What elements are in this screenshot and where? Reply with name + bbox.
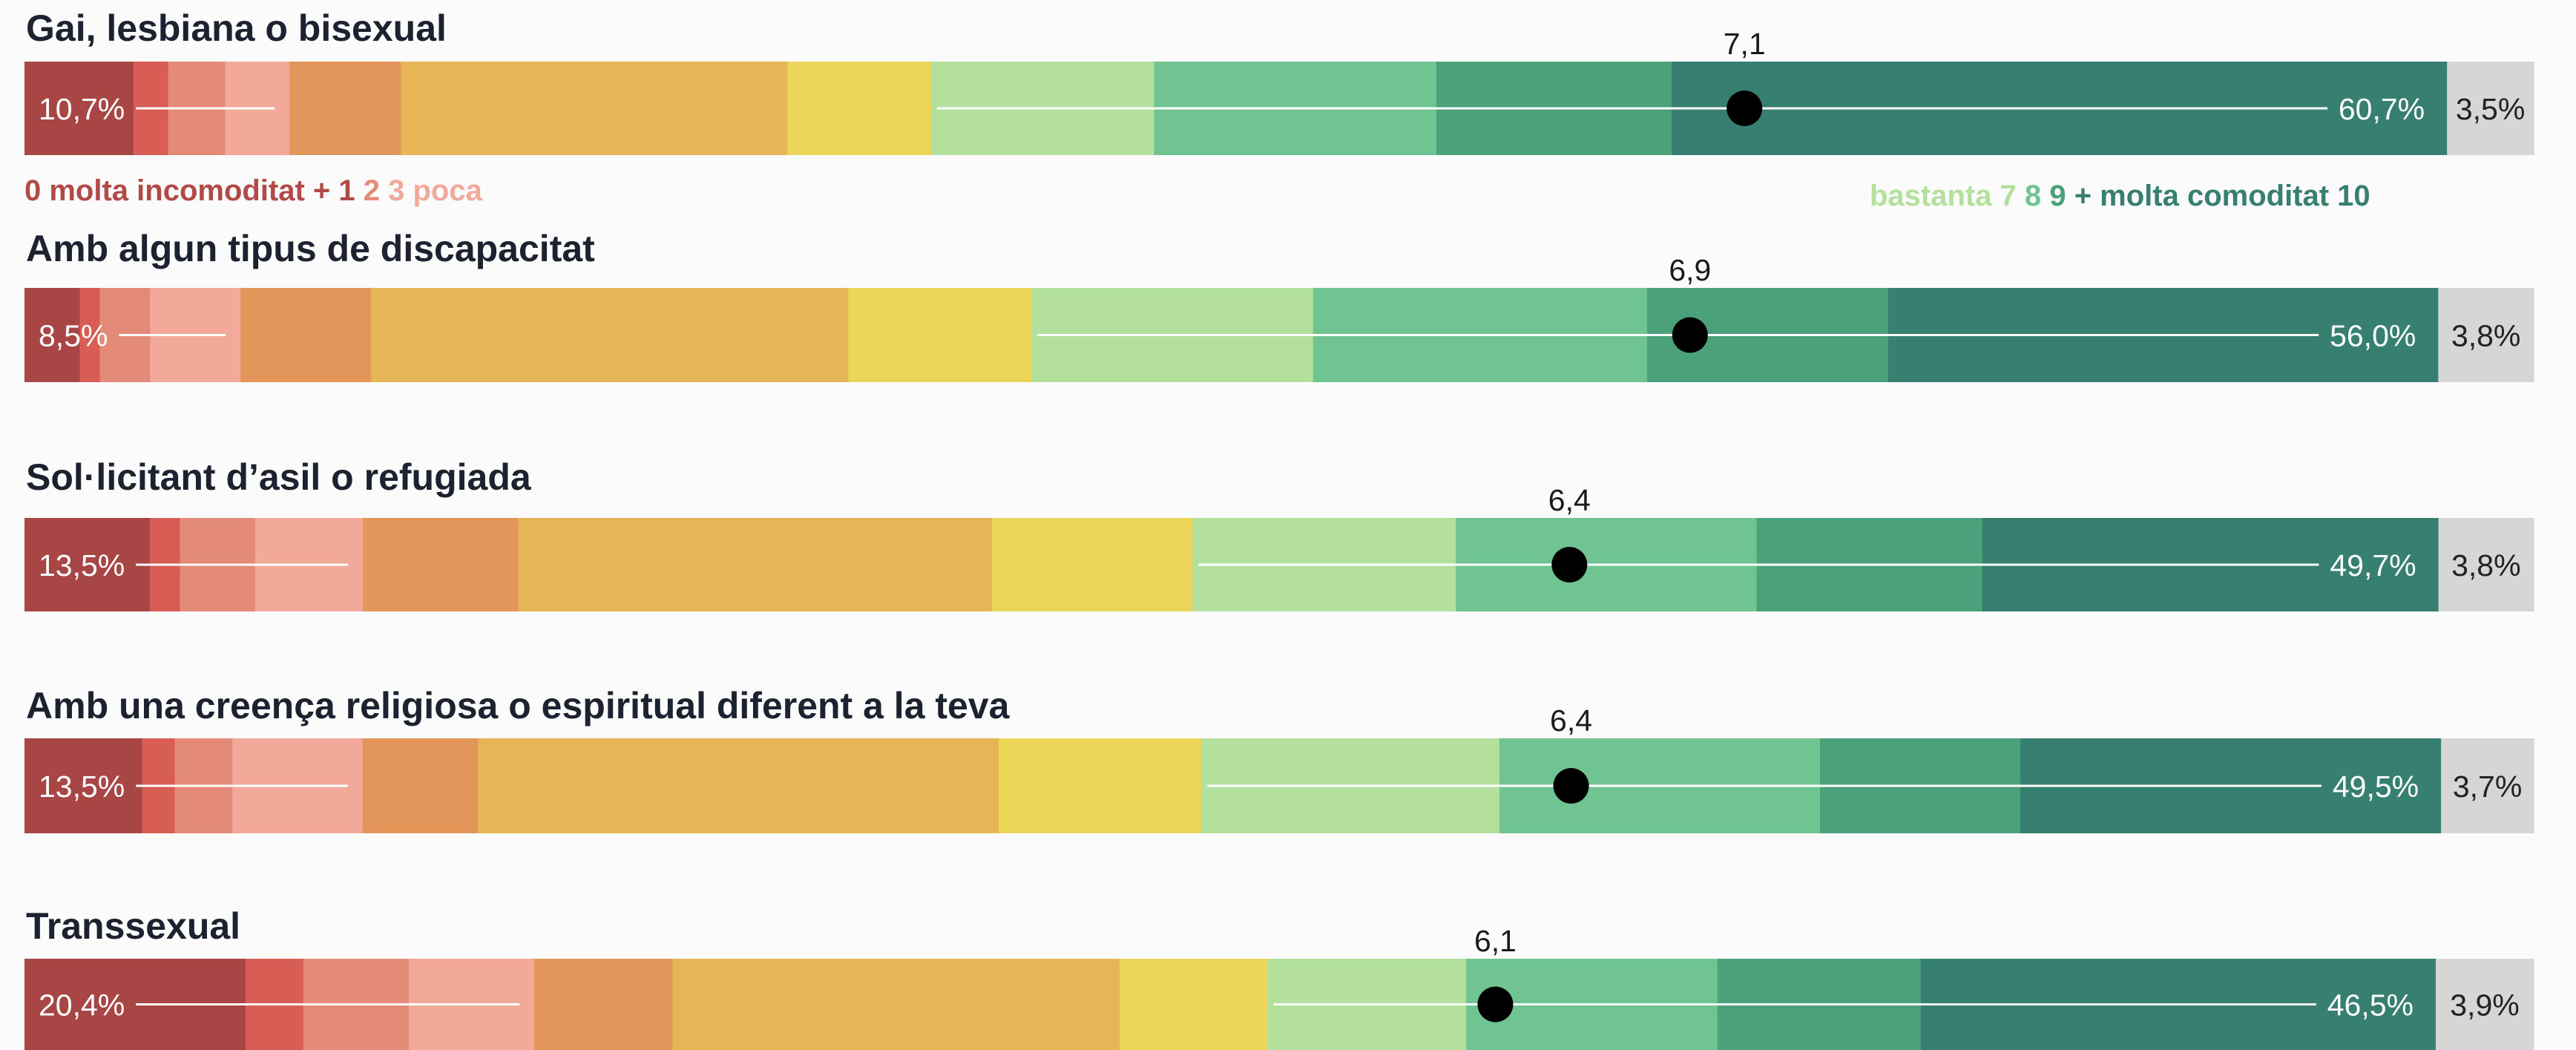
bar-segment	[998, 738, 1202, 833]
low-total-label: 8,5%	[39, 319, 108, 353]
bar-segment	[2438, 518, 2534, 611]
bar-segment	[79, 288, 101, 382]
bar-segment	[2435, 959, 2534, 1050]
row-title: Amb algun tipus de discapacitat	[26, 228, 595, 269]
bar-segment	[787, 62, 932, 155]
legend-left-item: 2	[355, 174, 380, 207]
bar-segment	[24, 738, 143, 833]
mean-label: 6,4	[1548, 483, 1591, 517]
high-total-label: 60,7%	[2339, 92, 2425, 126]
mean-label: 6,1	[1474, 924, 1517, 958]
na-label: 3,8%	[2451, 319, 2520, 353]
bar-segment	[240, 288, 372, 382]
legend-right-item: 8	[2017, 180, 2041, 212]
bar-segment	[2447, 62, 2534, 155]
legend-left-item: 3 poca	[380, 174, 483, 207]
low-total-label: 20,4%	[39, 988, 125, 1023]
na-label: 3,7%	[2453, 770, 2522, 804]
bar-segment	[24, 62, 134, 155]
high-total-label: 49,7%	[2330, 548, 2416, 583]
bar-segment	[518, 518, 993, 611]
legend-right-item: 9	[2041, 180, 2066, 212]
bar-segment	[289, 62, 402, 155]
low-total-label: 10,7%	[39, 92, 125, 126]
bar-segment	[371, 288, 850, 382]
row-title: Amb una creença religiosa o espiritual d…	[26, 685, 1011, 726]
bar-segment	[2438, 288, 2534, 382]
legend-left-item: 0 molta incomoditat + 1	[24, 174, 355, 207]
bar-segment	[992, 518, 1194, 611]
mean-dot	[1553, 768, 1589, 804]
na-label: 3,8%	[2451, 548, 2520, 583]
na-label: 3,5%	[2456, 92, 2525, 126]
bar-segment	[477, 738, 999, 833]
high-total-label: 49,5%	[2333, 770, 2419, 804]
bar-segment	[401, 62, 788, 155]
high-total-label: 46,5%	[2327, 988, 2414, 1023]
mean-label: 6,4	[1550, 703, 1592, 738]
mean-label: 7,1	[1724, 27, 1766, 61]
bar-segment	[24, 518, 151, 611]
bar-segment	[24, 288, 81, 382]
legend-right-item: + molta comoditat 10	[2066, 180, 2370, 212]
legend-right-item: bastanta 7	[1870, 180, 2017, 212]
mean-dot	[1551, 547, 1588, 583]
bar-segment	[848, 288, 1033, 382]
mean-dot	[1477, 986, 1514, 1023]
row-title: Sol·licitant d’asil o refugiada	[26, 456, 532, 498]
bar-segment	[2441, 738, 2534, 833]
bar-segment	[534, 959, 674, 1050]
row-title: Gai, lesbiana o bisexual	[26, 7, 447, 49]
row-title: Transsexual	[26, 905, 240, 947]
high-total-label: 56,0%	[2330, 319, 2416, 353]
na-label: 3,9%	[2450, 988, 2519, 1023]
mean-dot	[1672, 317, 1708, 353]
low-total-label: 13,5%	[39, 770, 125, 804]
mean-label: 6,9	[1669, 253, 1711, 287]
bar-segment	[1120, 959, 1269, 1050]
mean-dot	[1726, 91, 1763, 126]
bar-segment	[363, 518, 519, 611]
legend-right: bastanta 7 8 9 + molta comoditat 10	[1870, 180, 2370, 212]
low-total-label: 13,5%	[39, 548, 125, 583]
bar-segment	[362, 738, 479, 833]
bar-segment	[672, 959, 1120, 1050]
legend-left: 0 molta incomoditat + 1 2 3 poca	[24, 174, 483, 207]
